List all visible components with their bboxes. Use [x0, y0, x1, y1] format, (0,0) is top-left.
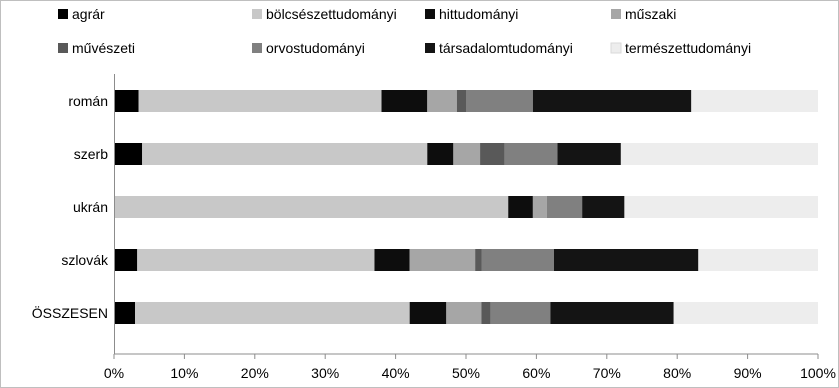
bar-roman-orvostudomanyi	[466, 90, 533, 112]
bar-szlovak-muszaki	[409, 249, 476, 271]
bar-szerb-muszaki	[453, 143, 481, 165]
category-label-szlovak: szlovák	[61, 252, 109, 268]
x-tick-label: 70%	[593, 365, 621, 381]
bar-osszesen-hittudomanyi	[409, 302, 447, 324]
bar-row-szlovak	[114, 249, 818, 271]
legend-item-hittudomanyi: hittudományi	[425, 6, 518, 22]
bar-szlovak-termeszettudomanyi	[698, 249, 818, 271]
legend-swatch	[58, 43, 68, 53]
bars	[114, 90, 818, 324]
bar-szlovak-agrar	[114, 249, 138, 271]
x-tick-label: 90%	[734, 365, 762, 381]
bar-szerb-hittudomanyi	[427, 143, 454, 165]
category-label-szerb: szerb	[74, 146, 108, 162]
category-label-ukran: ukrán	[73, 199, 108, 215]
legend-label: műszaki	[625, 6, 676, 22]
legend-item-tarsadalomtudomanyi: társadalomtudományi	[425, 40, 573, 56]
bar-roman-termeszettudomanyi	[691, 90, 818, 112]
x-tick-label: 30%	[311, 365, 339, 381]
legend-label: agrár	[72, 6, 105, 22]
bar-osszesen-bolcseszettudomanyi	[135, 302, 410, 324]
legend: agrár bölcsészettudományi hittudományi műsz…	[58, 6, 751, 56]
legend-item-bolcseszettudomanyi: bölcsészettudományi	[252, 6, 397, 22]
bar-szerb-termeszettudomanyi	[620, 143, 818, 165]
bar-szlovak-orvostudomanyi	[481, 249, 554, 271]
bar-szlovak-bolcseszettudomanyi	[137, 249, 375, 271]
bar-szlovak-hittudomanyi	[374, 249, 410, 271]
x-tick-label: 100%	[800, 365, 836, 381]
bar-ukran-hittudomanyi	[508, 196, 533, 218]
bar-osszesen-muszaki	[446, 302, 482, 324]
bar-szerb-muveszeti	[480, 143, 505, 165]
legend-label: orvostudományi	[266, 40, 365, 56]
legend-label: bölcsészettudományi	[266, 6, 397, 22]
legend-swatch	[610, 42, 622, 54]
legend-label: hittudományi	[439, 6, 518, 22]
bar-ukran-tarsadalomtudomanyi	[582, 196, 625, 218]
legend-label: társadalomtudományi	[439, 40, 573, 56]
bar-osszesen-orvostudomanyi	[490, 302, 551, 324]
legend-swatch	[252, 43, 262, 53]
legend-swatch	[58, 9, 68, 19]
legend-swatch	[425, 9, 435, 19]
category-label-roman: román	[68, 93, 108, 109]
bar-roman-muveszeti	[456, 90, 466, 112]
legend-item-termeszettudomanyi: természettudományi	[610, 40, 751, 56]
bar-roman-tarsadalomtudomanyi	[532, 90, 692, 112]
x-tick-label: 60%	[522, 365, 550, 381]
bar-szerb-bolcseszettudomanyi	[142, 143, 428, 165]
bar-ukran-orvostudomanyi	[546, 196, 583, 218]
bar-osszesen-tarsadalomtudomanyi	[550, 302, 674, 324]
legend-label: természettudományi	[625, 40, 751, 56]
bar-ukran-bolcseszettudomanyi	[114, 196, 509, 218]
bar-osszesen-agrar	[114, 302, 136, 324]
x-tick-label: 40%	[382, 365, 410, 381]
legend-item-muveszeti: művészeti	[58, 40, 135, 56]
legend-swatch	[611, 9, 621, 19]
bar-szerb-tarsadalomtudomanyi	[557, 143, 621, 165]
bar-szerb-orvostudomanyi	[504, 143, 558, 165]
x-tick-label: 80%	[663, 365, 691, 381]
x-tick-label: 10%	[170, 365, 198, 381]
x-tick-label: 20%	[241, 365, 269, 381]
bar-szerb-agrar	[114, 143, 143, 165]
x-tick-label: 50%	[452, 365, 480, 381]
category-label-osszesen: ÖSSZESEN	[32, 304, 108, 321]
bar-roman-bolcseszettudomanyi	[138, 90, 382, 112]
bar-szlovak-tarsadalomtudomanyi	[554, 249, 699, 271]
x-tick-label: 0%	[104, 365, 124, 381]
bar-osszesen-termeszettudomanyi	[673, 302, 818, 324]
legend-label: művészeti	[72, 40, 135, 56]
legend-swatch	[252, 9, 262, 19]
bar-roman-agrar	[114, 90, 139, 112]
bar-osszesen-muveszeti	[481, 302, 491, 324]
bar-ukran-muszaki	[532, 196, 547, 218]
bar-row-osszesen	[114, 302, 818, 324]
legend-item-agrar: agrár	[58, 6, 105, 22]
legend-item-muszaki: műszaki	[611, 6, 676, 22]
legend-item-orvostudomanyi: orvostudományi	[252, 40, 365, 56]
bar-row-szerb	[114, 143, 818, 165]
axes: román szerb ukrán szlovák ÖSSZESEN 0% 10% 20% 30…	[32, 74, 836, 381]
bar-row-ukran	[114, 196, 818, 218]
bar-ukran-termeszettudomanyi	[624, 196, 818, 218]
bar-szlovak-muveszeti	[475, 249, 482, 271]
bar-roman-hittudomanyi	[381, 90, 428, 112]
bar-roman-muszaki	[427, 90, 457, 112]
legend-swatch	[425, 43, 435, 53]
bar-row-roman	[114, 90, 818, 112]
